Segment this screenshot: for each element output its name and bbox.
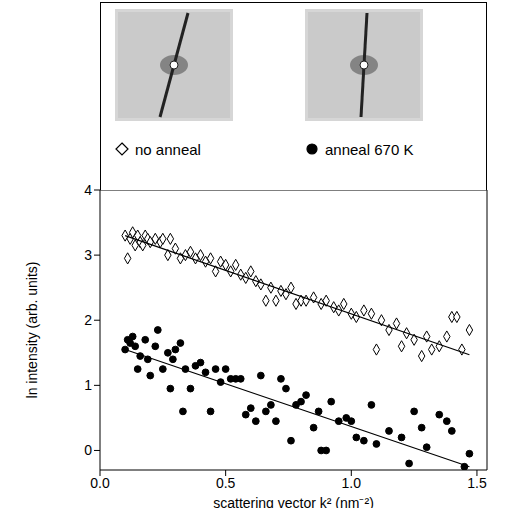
svg-text:3: 3	[84, 247, 92, 263]
svg-text:1.0: 1.0	[342, 475, 362, 491]
html-text:anneal 670 K: anneal 670 K	[325, 140, 414, 158]
svg-text:0.5: 0.5	[216, 475, 236, 491]
svg-text:scattering vector k² (nm⁻²): scattering vector k² (nm⁻²)	[213, 495, 374, 508]
svg-text:1.5: 1.5	[467, 475, 487, 491]
svg-text:2: 2	[84, 312, 92, 328]
svg-text:0.0: 0.0	[90, 475, 110, 491]
html-text:no anneal: no anneal	[135, 140, 201, 158]
svg-text:ln intensity (arb. units): ln intensity (arb. units)	[24, 262, 40, 399]
svg-text:0: 0	[84, 442, 92, 458]
svg-text:1: 1	[84, 377, 92, 393]
svg-text:4: 4	[84, 182, 92, 198]
